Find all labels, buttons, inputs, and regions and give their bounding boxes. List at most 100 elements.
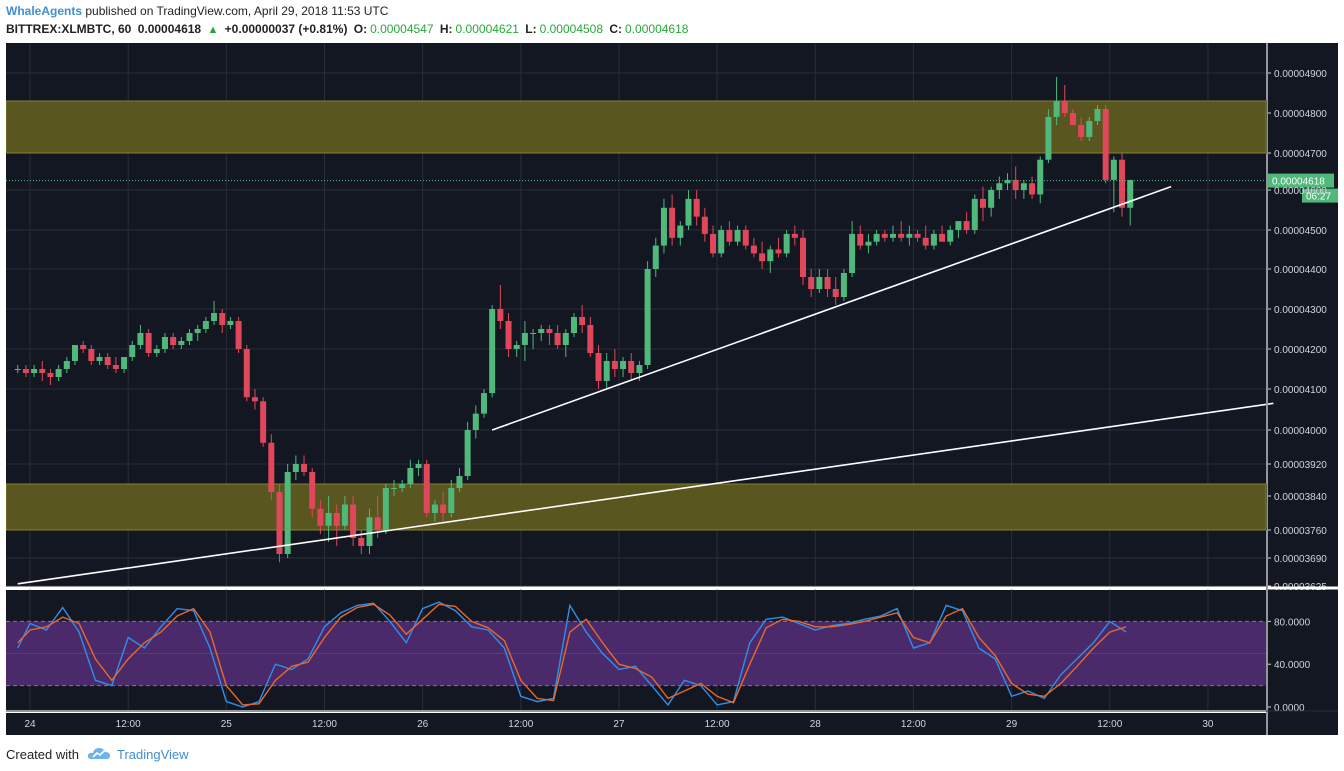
candle-body — [1012, 179, 1019, 190]
countdown-tag — [1302, 188, 1338, 203]
candle-body — [530, 333, 537, 334]
candle-body — [636, 365, 643, 373]
time-axis-label: 25 — [221, 719, 233, 730]
candle-body — [55, 369, 62, 377]
candle-body — [489, 309, 496, 394]
candle-body — [701, 216, 708, 234]
candle-body — [186, 333, 193, 341]
time-axis-label: 29 — [1006, 719, 1018, 730]
candle-body — [857, 233, 864, 246]
candle-body — [538, 329, 545, 333]
candle-body — [930, 233, 937, 246]
candle-body — [423, 464, 430, 513]
candle-body — [996, 183, 1003, 190]
price-axis-label: 0.00004300 — [1274, 305, 1327, 316]
candle-body — [333, 513, 340, 526]
price-axis-label: 0.00004100 — [1274, 385, 1327, 396]
footer: Created with TradingView — [6, 744, 189, 764]
candle-body — [1020, 183, 1027, 190]
candle-body — [881, 233, 888, 238]
open-label: O: — [353, 22, 368, 36]
candle-body — [824, 277, 831, 289]
tradingview-link[interactable]: TradingView — [116, 746, 189, 762]
candle-body — [611, 361, 618, 369]
candle-body — [497, 309, 504, 321]
candle-body — [906, 233, 913, 238]
published-text: published on TradingView.com, April 29, … — [82, 4, 389, 18]
time-axis-label: 26 — [417, 719, 429, 730]
candle-body — [767, 249, 774, 262]
candle-body — [325, 513, 332, 526]
candle-body — [227, 321, 234, 325]
candle-body — [211, 313, 218, 321]
candle-body — [849, 233, 856, 273]
candle-body — [1127, 179, 1134, 208]
candle-body — [14, 369, 21, 370]
candle-body — [759, 253, 766, 262]
price-axis-label: 0.00003690 — [1274, 554, 1327, 565]
candle-body — [1029, 183, 1036, 195]
chart-canvas[interactable]: 0.00004618 06:27 0.00004900 0.00004800 0.000… — [6, 43, 1338, 735]
candle-body — [652, 245, 659, 269]
price-axis-label: 0.00004400 — [1274, 265, 1327, 276]
support-resistance-zone — [6, 100, 1267, 154]
candle-body — [783, 233, 790, 254]
candle-body — [1069, 113, 1076, 125]
candle-body — [358, 538, 365, 546]
time-axis-label: 12:00 — [312, 719, 337, 730]
candle-body — [382, 488, 389, 530]
candle-body — [161, 337, 168, 349]
candle-body — [1004, 179, 1011, 184]
countdown-label: 06:27 — [1306, 192, 1331, 203]
up-arrow-icon: ▲ — [207, 24, 219, 36]
candle-body — [1061, 101, 1068, 113]
time-axis-pane — [6, 713, 1266, 735]
author-link[interactable]: WhaleAgents — [6, 4, 83, 18]
open-value: 0.00004547 — [370, 22, 434, 36]
candle-body — [39, 369, 46, 373]
candle-body — [603, 361, 610, 381]
candle-body — [194, 329, 201, 333]
candle-body — [145, 333, 152, 353]
time-axis-label: 24 — [24, 719, 36, 730]
candle-body — [971, 198, 978, 230]
candle-body — [791, 233, 798, 238]
price-change: +0.00000037 (+0.81%) — [224, 22, 348, 36]
candle-body — [301, 464, 308, 472]
time-axis-label: 12:00 — [901, 719, 926, 730]
candle-body — [816, 277, 823, 289]
candle-body — [955, 221, 962, 230]
candle-body — [832, 289, 839, 297]
candle-body — [685, 198, 692, 226]
candle-body — [317, 508, 324, 526]
candle-body — [448, 488, 455, 513]
candle-body — [726, 230, 733, 242]
oscillator-series-k — [17, 601, 1127, 708]
price-axis-label: 0.00003920 — [1274, 460, 1327, 471]
price-axis-label: 0.00004600 — [1274, 186, 1327, 197]
candle-body — [1078, 125, 1085, 137]
candle-body — [96, 357, 103, 361]
candle-body — [292, 464, 299, 472]
candle-body — [939, 233, 946, 242]
candle-body — [644, 269, 651, 365]
candle-body — [889, 233, 896, 238]
candle-body — [734, 230, 741, 242]
candle-body — [1102, 109, 1109, 180]
candle-body — [472, 413, 479, 430]
candle-body — [170, 337, 177, 345]
low-value: 0.00004508 — [539, 22, 604, 36]
candle-body — [587, 325, 594, 353]
candle-body — [440, 504, 447, 513]
candle-body — [202, 321, 209, 329]
candle-body — [873, 233, 880, 242]
oscillator-axis-label: 0.0000 — [1274, 703, 1305, 714]
candle-body — [22, 369, 29, 373]
candle-body — [243, 349, 250, 398]
candle-body — [947, 230, 954, 242]
candle-body — [374, 517, 381, 530]
price-axis-pane — [1268, 43, 1338, 735]
chart-area[interactable]: 0.00004618 06:27 0.00004900 0.00004800 0.000… — [6, 43, 1338, 735]
price-axis-label: 0.00003760 — [1274, 526, 1327, 537]
candle-body — [350, 504, 357, 538]
